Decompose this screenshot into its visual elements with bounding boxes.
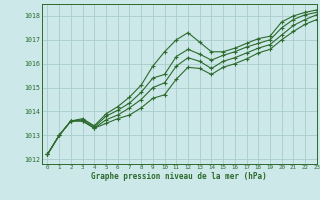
X-axis label: Graphe pression niveau de la mer (hPa): Graphe pression niveau de la mer (hPa) [91,172,267,181]
